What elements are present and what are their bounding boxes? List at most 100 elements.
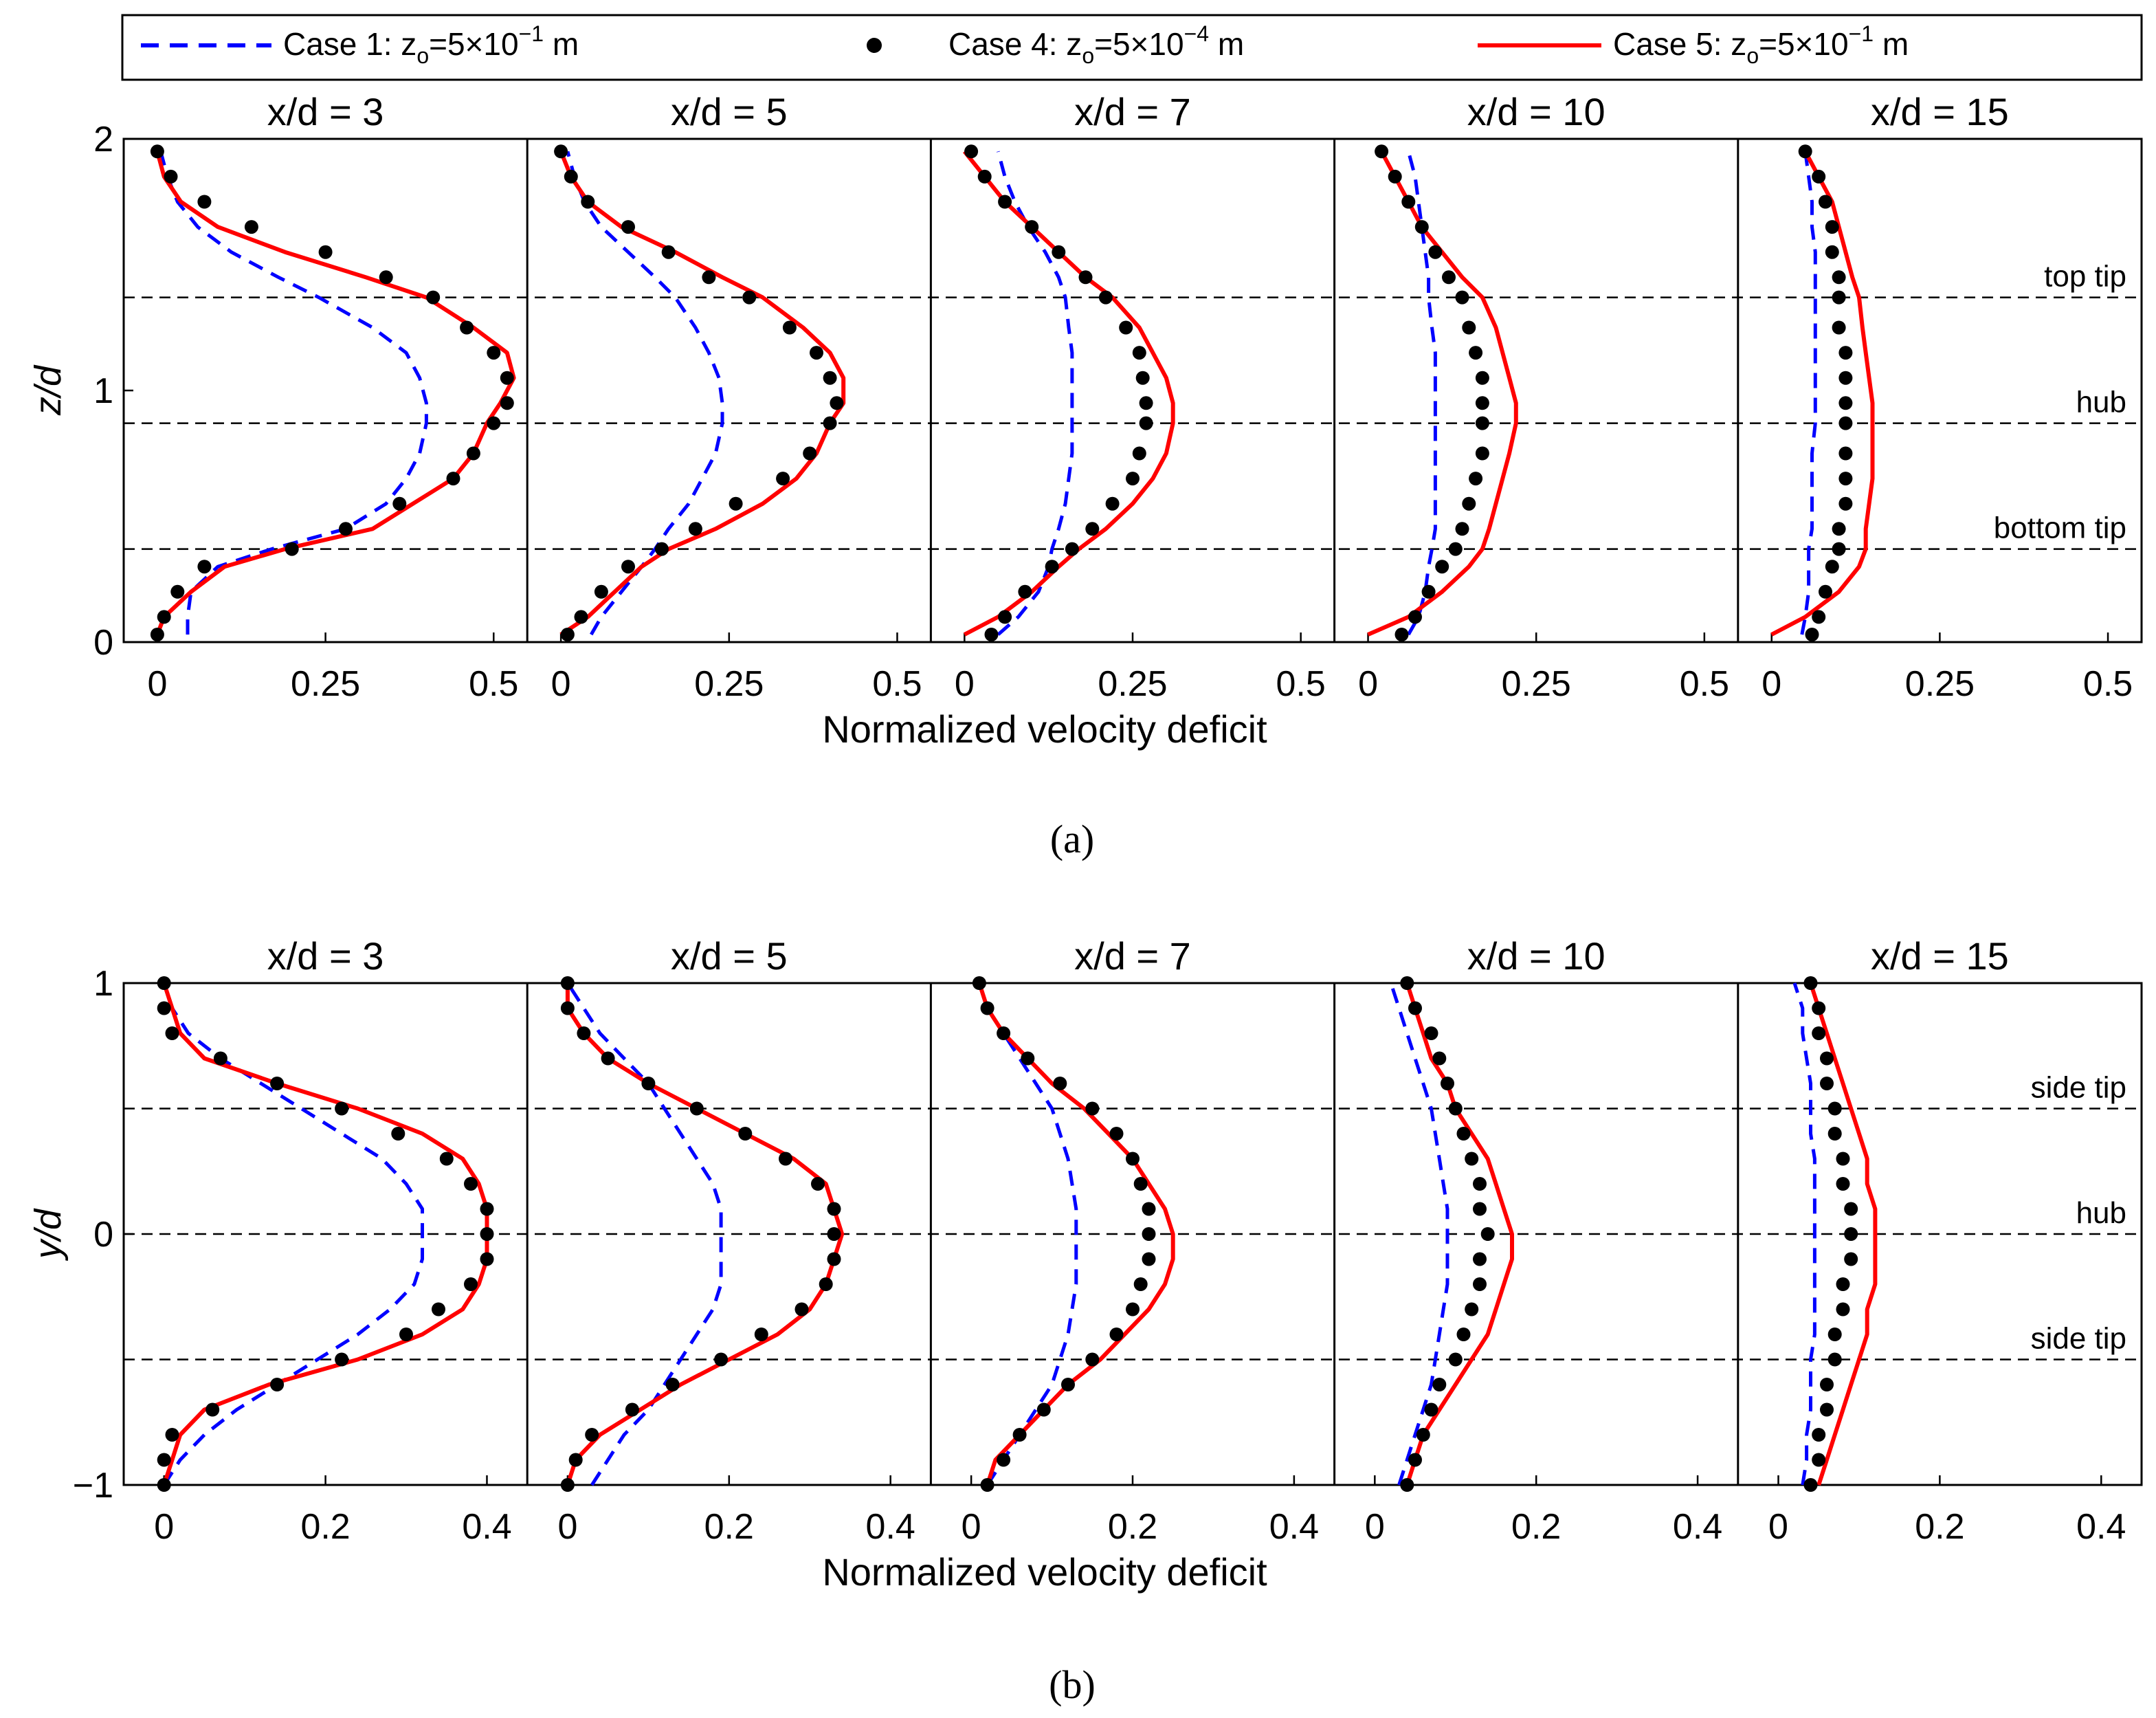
series-case4-point — [830, 396, 844, 410]
series-case4-point — [689, 1101, 704, 1116]
series-case4-point — [1132, 346, 1146, 360]
series-case4-point — [823, 416, 837, 430]
series-case4-point — [1126, 1302, 1140, 1317]
series-case4-point — [165, 1428, 179, 1442]
series-case4-point — [439, 1152, 454, 1166]
x-tick-label: 0.5 — [2083, 664, 2133, 704]
reference-label: side tip — [2031, 1322, 2126, 1356]
series-case4-point — [1142, 1202, 1156, 1216]
y-axis-label: y/d — [27, 1208, 69, 1262]
legend-frame — [121, 14, 2143, 81]
series-case4-point — [244, 220, 258, 234]
x-tick-label: 0.2 — [704, 1507, 754, 1547]
series-case4-point — [1045, 560, 1059, 574]
series-case4-point — [1805, 628, 1819, 641]
series-case4-point — [1475, 416, 1489, 430]
series-case4-point — [1832, 270, 1846, 285]
series-case4-point — [980, 1478, 994, 1492]
reference-label: hub — [2076, 1196, 2126, 1230]
series-case5-line — [1770, 150, 1875, 637]
series-case4-point — [998, 195, 1012, 209]
series-case4-point — [1414, 220, 1429, 234]
series-case4-point — [1025, 220, 1039, 234]
x-tick-label: 0 — [557, 1507, 577, 1547]
x-tick-label: 0.5 — [1680, 664, 1729, 704]
series-case4-point — [729, 496, 743, 511]
x-tick-label: 0 — [1358, 664, 1378, 704]
series-case4-point — [1456, 1328, 1471, 1341]
series-case1-line — [162, 982, 424, 1486]
series-case4-point — [641, 1077, 656, 1090]
panel: x/d = 15 0 0.2 0.4 — [1737, 934, 2126, 1547]
series-case4-point — [1827, 1127, 1842, 1141]
series-case4-point — [997, 1453, 1011, 1467]
x-axis-label: Normalized velocity deficit — [822, 1550, 1267, 1594]
series-case4-point — [1832, 522, 1846, 536]
panel: x/d = 10 0 0.25 0.5 — [1333, 90, 1729, 704]
series-case1-line — [1800, 151, 1817, 635]
legend-label-case5: Case 5: zo=5×10−1 m — [1613, 21, 1909, 68]
x-tick-label: 0.2 — [300, 1507, 350, 1547]
series-case4-point — [577, 1026, 591, 1040]
series-case4-point — [742, 290, 757, 305]
series-case4-point — [157, 610, 171, 624]
series-case4-point — [1448, 1101, 1463, 1116]
series-case4-point — [1388, 169, 1402, 184]
series-case4-point — [1133, 1177, 1148, 1191]
series-case4-point — [1061, 1378, 1075, 1391]
legend-label-case1: Case 1: zo=5×10−1 m — [283, 21, 579, 68]
x-tick-label: 0 — [1768, 1507, 1788, 1547]
series-case4-point — [157, 1478, 171, 1492]
series-case4-point — [1838, 371, 1853, 385]
series-case4-point — [1825, 220, 1839, 234]
series-case4-point — [157, 1453, 171, 1467]
series-case4-point — [1132, 446, 1146, 461]
series-case4-point — [803, 446, 817, 461]
series-case4-point — [972, 976, 986, 990]
series-case4-point — [574, 610, 588, 624]
series-case4-point — [446, 472, 460, 486]
figure-caption: (a) — [1050, 817, 1094, 861]
chart-b: side tip hub side tip −1 0 1 y/d Normalized vel… — [27, 934, 2143, 1707]
series-case4-point — [460, 320, 474, 335]
series-case4-point — [1133, 1277, 1148, 1291]
x-tick-label: 0.4 — [866, 1507, 915, 1547]
series-case4-point — [688, 522, 702, 536]
x-tick-label: 0.25 — [1905, 664, 1975, 704]
series-case4-point — [810, 346, 823, 360]
series-case4-point — [1085, 1352, 1100, 1367]
series-case4-point — [1401, 195, 1416, 209]
series-case4-point — [1827, 1101, 1842, 1116]
series-case4-point — [335, 1101, 349, 1116]
series-case4-point — [1827, 1328, 1842, 1341]
x-tick-label: 0.5 — [469, 664, 518, 704]
panel: x/d = 15 0 0.25 0.5 — [1737, 90, 2133, 704]
series-case4-point — [1812, 1026, 1826, 1040]
y-tick-label: −1 — [73, 1466, 113, 1506]
series-case4-point — [594, 584, 608, 599]
series-case4-point — [1465, 1302, 1479, 1317]
series-case4-point — [1836, 1152, 1850, 1166]
series-case4-point — [1442, 270, 1456, 285]
series-case4-point — [1375, 144, 1389, 159]
series-case4-point — [661, 245, 676, 259]
series-case4-point — [1462, 320, 1476, 335]
series-case4-point — [1424, 1026, 1438, 1040]
panel-title: x/d = 15 — [1871, 934, 2009, 978]
series-case4-point — [1475, 371, 1489, 385]
series-case4-point — [782, 320, 797, 335]
series-case4-point — [1844, 1202, 1858, 1216]
series-case4-point — [1812, 169, 1826, 184]
series-case4-point — [1803, 976, 1818, 990]
x-axis-label: Normalized velocity deficit — [822, 707, 1267, 751]
x-tick-label: 0.2 — [1108, 1507, 1157, 1547]
x-tick-label: 0.25 — [1098, 664, 1167, 704]
series-case4-point — [1838, 416, 1853, 430]
panel-title: x/d = 7 — [1074, 934, 1191, 978]
series-case4-point — [1820, 1051, 1834, 1066]
series-case4-point — [1053, 1077, 1067, 1090]
legend-swatch-case4 — [867, 38, 882, 53]
x-tick-label: 0.5 — [1276, 664, 1326, 704]
series-case4-point — [1473, 1202, 1487, 1216]
series-case4-point — [1400, 1478, 1414, 1492]
